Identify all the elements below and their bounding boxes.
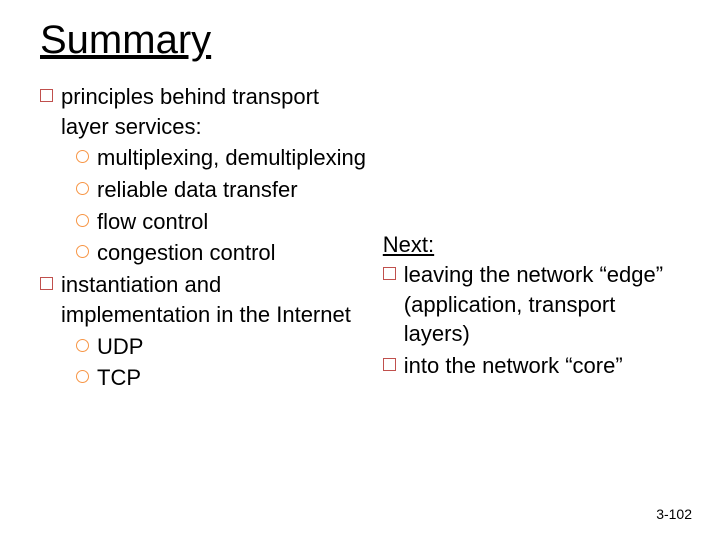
- circle-bullet-icon: [76, 339, 89, 352]
- circle-bullet-icon: [76, 370, 89, 383]
- bullet-l1: instantiation and implementation in the …: [40, 270, 373, 329]
- slide-title: Summary: [40, 18, 680, 62]
- bullet-l1: leaving the network “edge” (application,…: [383, 260, 680, 349]
- bullet-l1: principles behind transport layer servic…: [40, 82, 373, 141]
- bullet-text: instantiation and implementation in the …: [61, 270, 373, 329]
- bullet-l2: TCP: [76, 363, 373, 393]
- bullet-l2: congestion control: [76, 238, 373, 268]
- slide: Summary principles behind transport laye…: [0, 0, 720, 540]
- circle-bullet-icon: [76, 182, 89, 195]
- left-column: principles behind transport layer servic…: [40, 82, 373, 395]
- bullet-l2: UDP: [76, 332, 373, 362]
- columns: principles behind transport layer servic…: [40, 82, 680, 395]
- bullet-text: leaving the network “edge” (application,…: [404, 260, 680, 349]
- circle-bullet-icon: [76, 245, 89, 258]
- bullet-text: into the network “core”: [404, 351, 623, 381]
- page-number: 3-102: [656, 506, 692, 522]
- bullet-text: flow control: [97, 207, 208, 237]
- bullet-text: reliable data transfer: [97, 175, 298, 205]
- square-bullet-icon: [383, 267, 396, 280]
- bullet-l2: flow control: [76, 207, 373, 237]
- bullet-text: principles behind transport layer servic…: [61, 82, 373, 141]
- bullet-l1: into the network “core”: [383, 351, 680, 381]
- circle-bullet-icon: [76, 150, 89, 163]
- bullet-l2: reliable data transfer: [76, 175, 373, 205]
- bullet-l2: multiplexing, demultiplexing: [76, 143, 373, 173]
- bullet-text: TCP: [97, 363, 141, 393]
- square-bullet-icon: [40, 277, 53, 290]
- bullet-text: UDP: [97, 332, 143, 362]
- next-heading: Next:: [383, 232, 680, 258]
- bullet-text: multiplexing, demultiplexing: [97, 143, 366, 173]
- right-column: Next: leaving the network “edge” (applic…: [373, 82, 680, 395]
- square-bullet-icon: [383, 358, 396, 371]
- circle-bullet-icon: [76, 214, 89, 227]
- square-bullet-icon: [40, 89, 53, 102]
- bullet-text: congestion control: [97, 238, 276, 268]
